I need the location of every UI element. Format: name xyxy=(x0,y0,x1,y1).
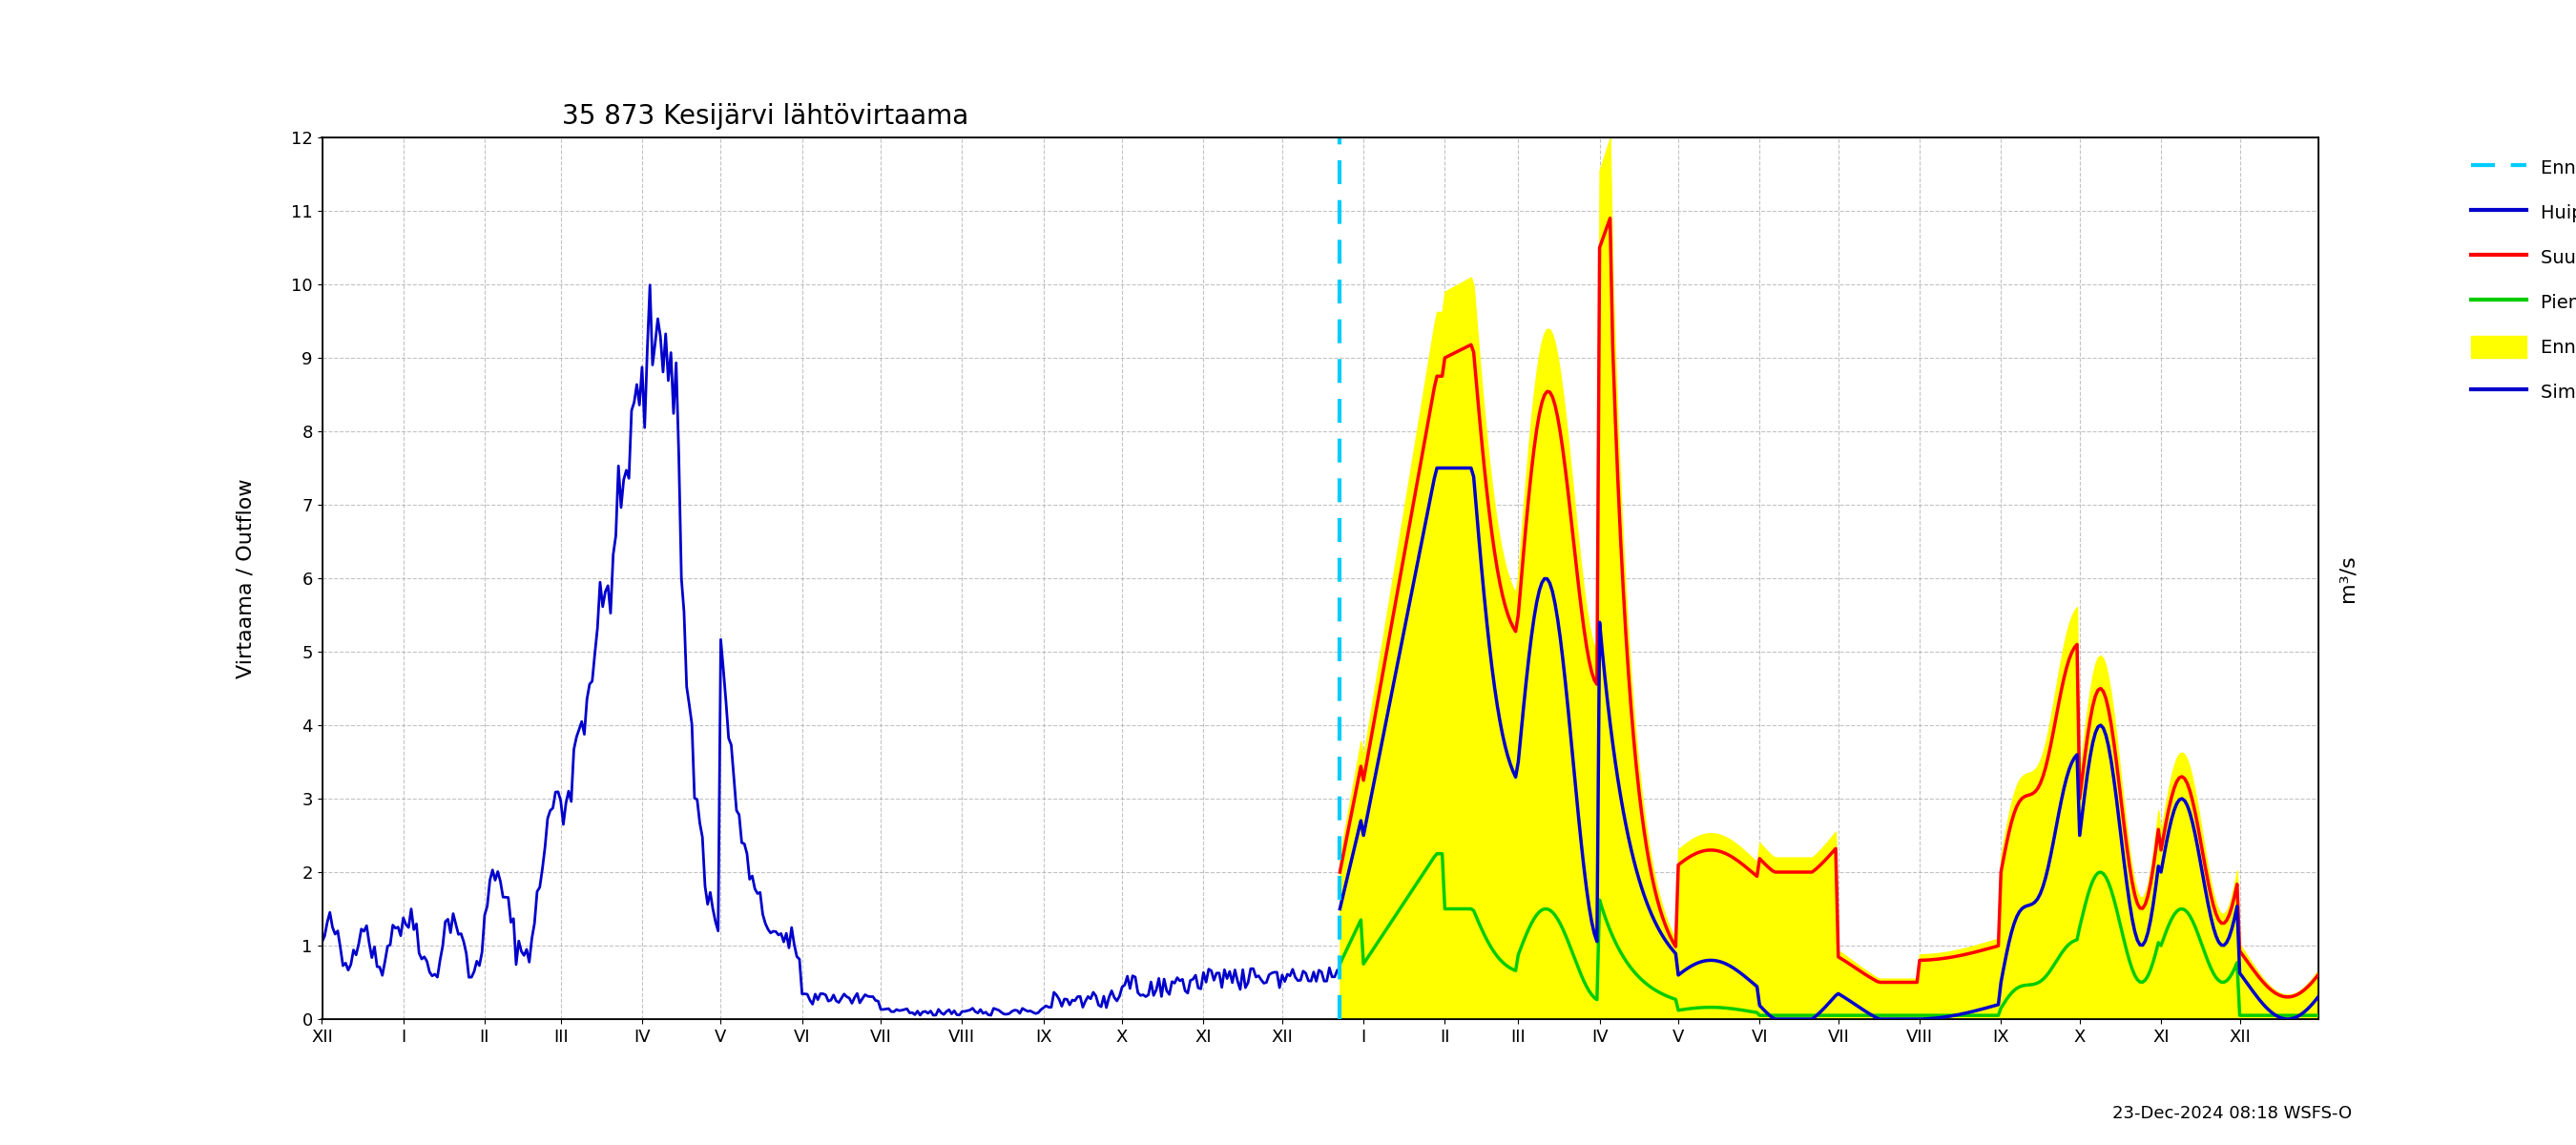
Text: 23-Dec-2024 08:18 WSFS-O: 23-Dec-2024 08:18 WSFS-O xyxy=(2112,1105,2352,1122)
Legend: Ennusteen alku, Huipun keskiennuste, Suurimman huipun ennuste, Pienimmän huipun : Ennusteen alku, Huipun keskiennuste, Suu… xyxy=(2460,147,2576,412)
Y-axis label: Virtaama / Outflow
: Virtaama / Outflow xyxy=(237,479,278,678)
Text: 35 873 Kesijärvi lähtövirtaama: 35 873 Kesijärvi lähtövirtaama xyxy=(562,103,969,129)
Y-axis label: m³/s: m³/s xyxy=(2339,554,2357,602)
